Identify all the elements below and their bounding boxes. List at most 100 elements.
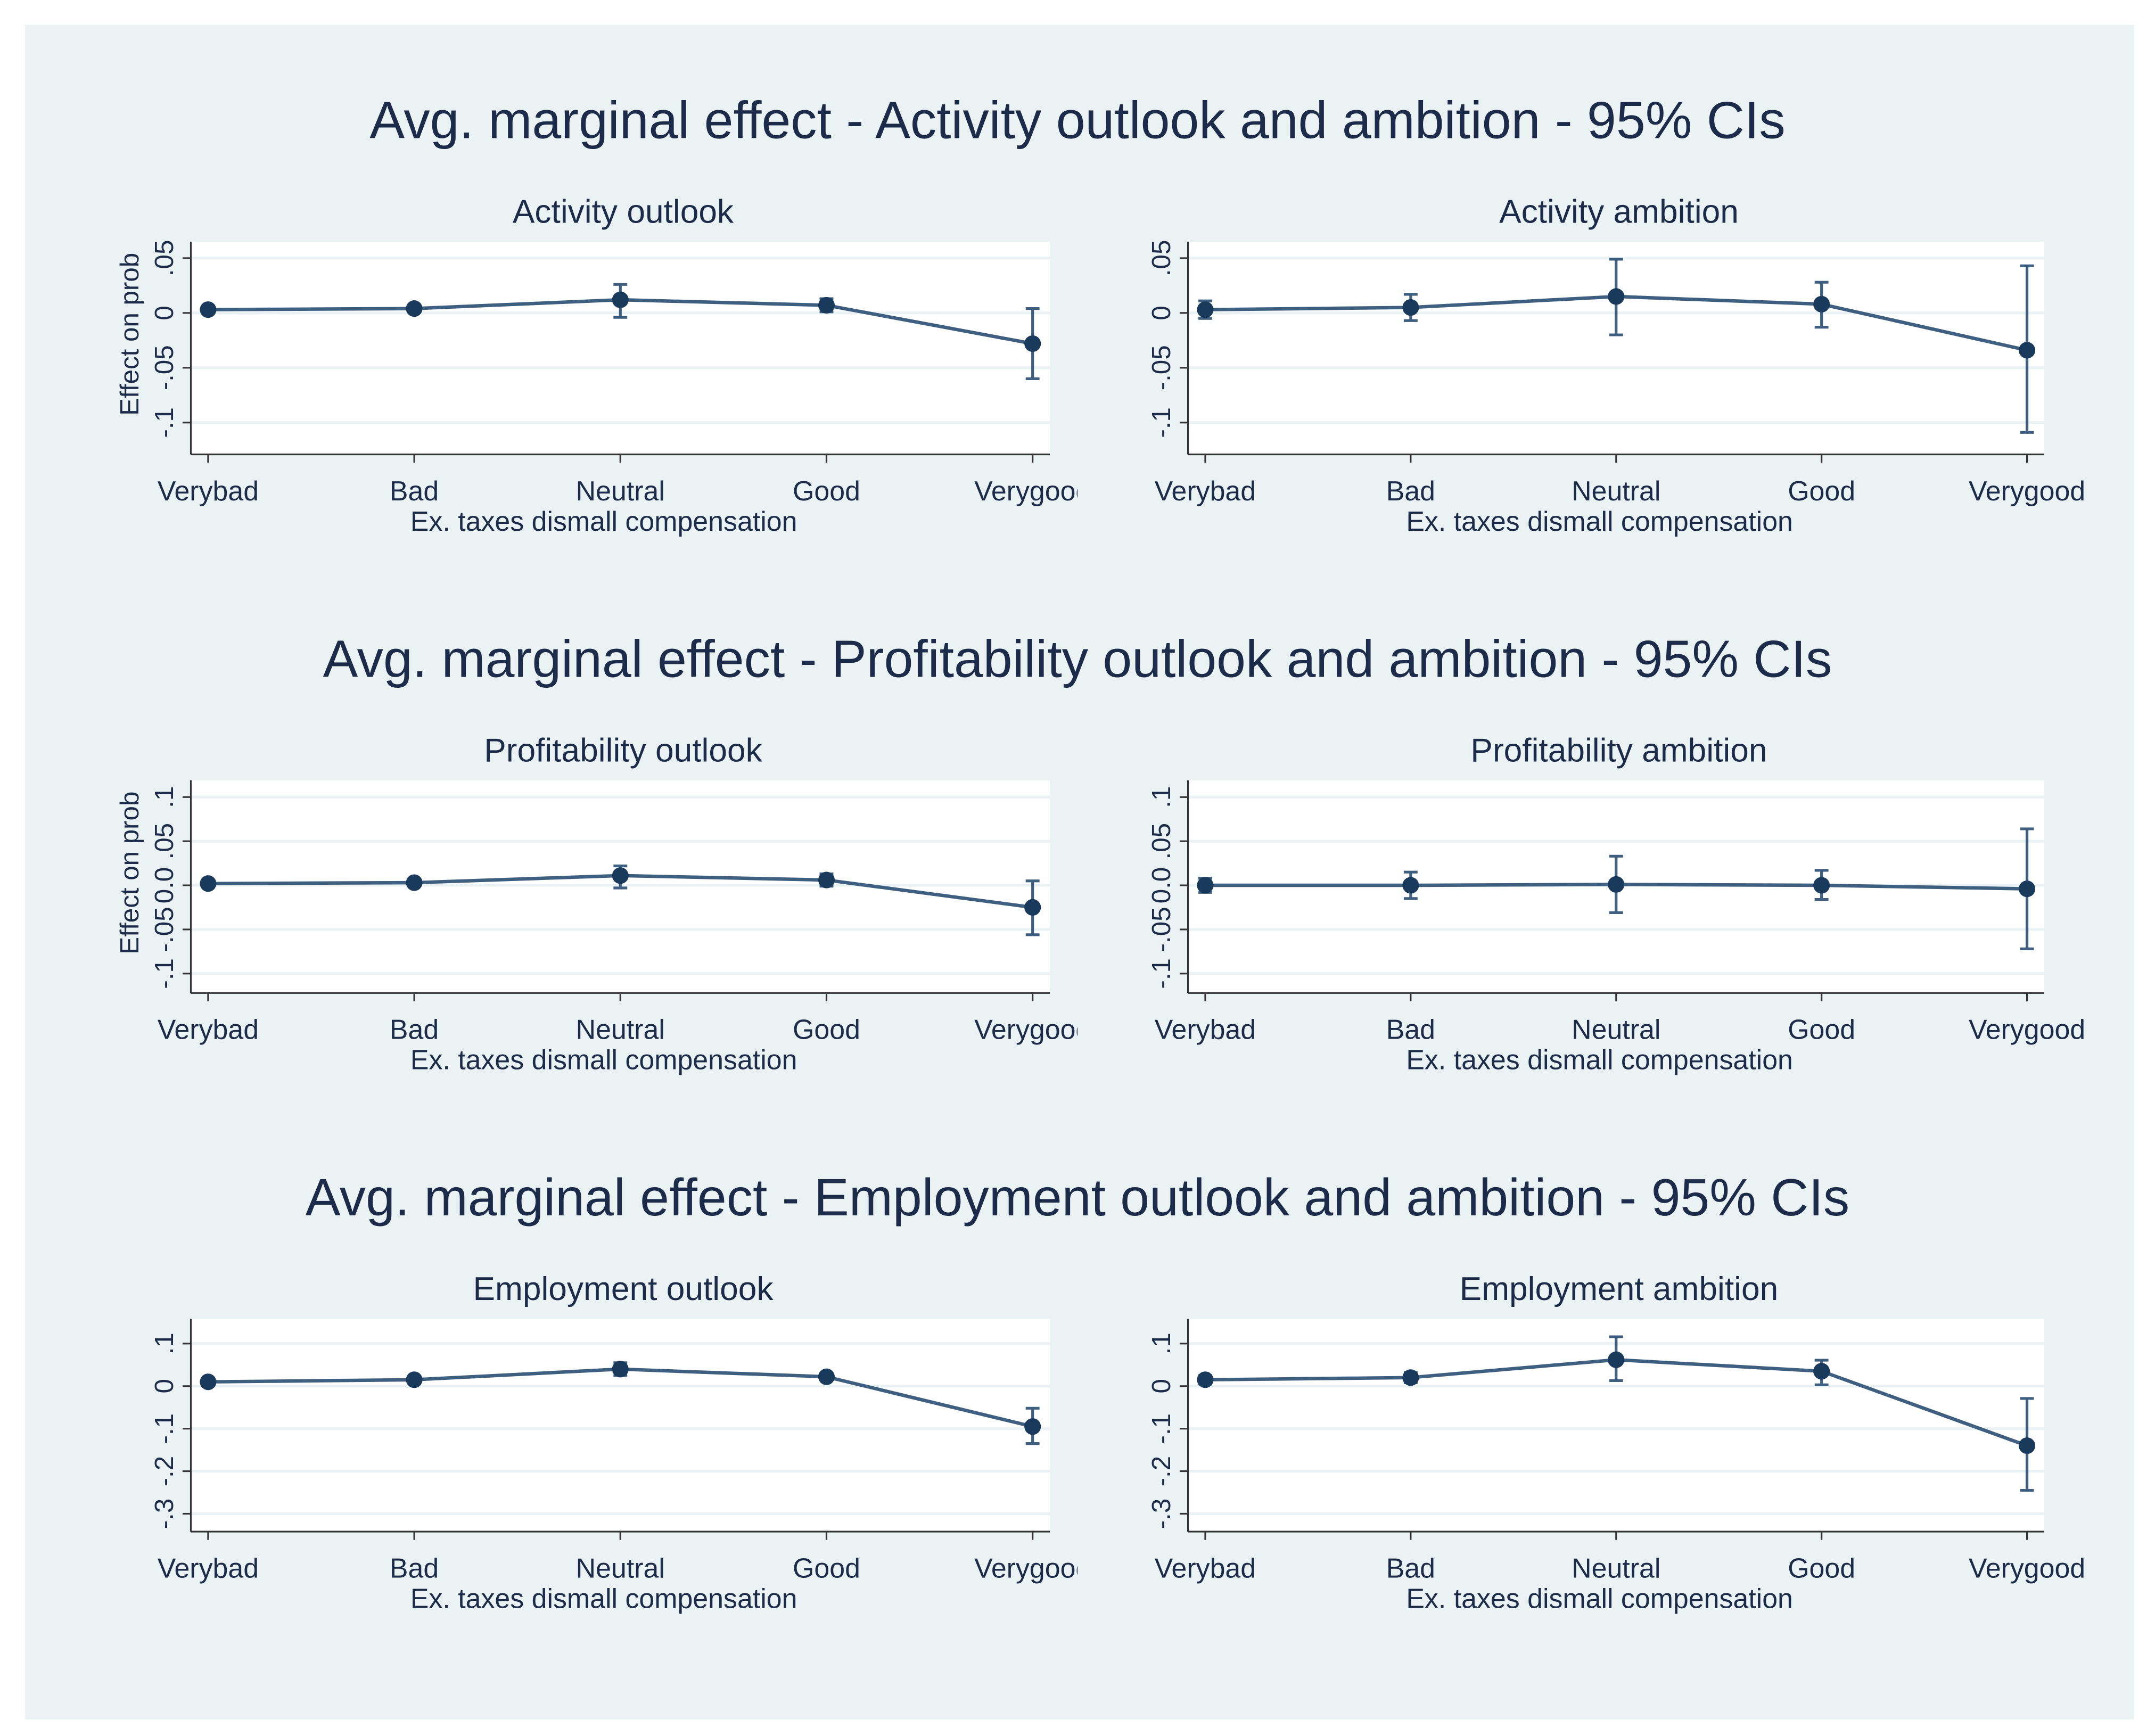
group-title: Avg. marginal effect - Profitability out… (323, 629, 1832, 688)
point (1024, 335, 1041, 352)
y-tick-label: -.2 (1147, 1456, 1176, 1487)
panel: Profitability ambition -.1 -.05 0.0 .05 .1 Ver… (1147, 732, 2085, 1075)
point (612, 1361, 629, 1378)
group-title: Avg. marginal effect - Employment outloo… (306, 1168, 1849, 1227)
x-tick-label: Verygood (1969, 1552, 2085, 1583)
x-axis-label: Ex. taxes dismall compensation (410, 1044, 797, 1075)
y-tick-label: -.1 (150, 958, 179, 989)
y-tick-label: -.2 (150, 1456, 179, 1487)
y-tick-label: .1 (150, 786, 179, 808)
point (612, 291, 629, 308)
point (612, 867, 629, 884)
y-tick-label: 0 (1147, 1379, 1176, 1393)
x-tick-label: Verybad (158, 1014, 259, 1045)
point (1402, 299, 1419, 316)
x-axis-label: Ex. taxes dismall compensation (1406, 1583, 1793, 1614)
y-tick-label: .05 (150, 240, 179, 277)
y-tick-label: 0 (150, 306, 179, 320)
x-axis-label: Ex. taxes dismall compensation (1406, 1044, 1793, 1075)
x-tick-label: Bad (390, 1552, 439, 1583)
panel-title: Activity ambition (1499, 194, 1739, 231)
y-tick-label: 0.0 (150, 867, 179, 904)
y-tick-label: -.1 (150, 1413, 179, 1444)
x-tick-label: Good (793, 475, 860, 506)
x-tick-label: Bad (1386, 1014, 1435, 1045)
point (200, 1373, 217, 1391)
x-tick-label: Bad (390, 1014, 439, 1045)
x-tick-label: Verygood (1969, 1014, 2085, 1045)
x-tick-label: Verybad (158, 475, 259, 506)
x-tick-label: Verybad (1155, 1014, 1256, 1045)
y-tick-label: -.05 (150, 907, 179, 952)
y-tick-label: .05 (1147, 823, 1176, 860)
x-tick-label: Neutral (1572, 1552, 1660, 1583)
x-tick-label: Neutral (576, 1014, 665, 1045)
y-tick-label: -.1 (1147, 407, 1176, 438)
panel-title: Employment outlook (473, 1271, 774, 1307)
x-tick-label: Good (793, 1014, 860, 1045)
x-tick-label: Verygood (974, 1014, 1091, 1045)
panel-title: Activity outlook (513, 194, 734, 231)
point (1608, 288, 1625, 305)
y-tick-label: .1 (1147, 786, 1176, 808)
panel: Profitability outlook -.1 -.05 0.0 .05 .1 Effe… (115, 732, 1091, 1075)
y-tick-label: -.1 (1147, 1413, 1176, 1444)
x-tick-label: Neutral (1572, 475, 1660, 506)
y-tick-label: .05 (1147, 240, 1176, 277)
y-tick-label: .1 (150, 1332, 179, 1354)
x-tick-label: Verygood (974, 475, 1091, 506)
x-tick-label: Neutral (576, 1552, 665, 1583)
point (406, 300, 423, 317)
y-tick-label: 0 (150, 1379, 179, 1393)
x-tick-label: Verybad (1155, 1552, 1256, 1583)
point (2018, 342, 2036, 359)
x-tick-label: Bad (390, 475, 439, 506)
y-tick-label: .1 (1147, 1332, 1176, 1354)
point (1197, 877, 1214, 894)
point (818, 297, 835, 314)
y-axis-label: Effect on prob (115, 253, 144, 416)
y-tick-label: -.05 (1147, 345, 1176, 390)
point (1813, 877, 1830, 894)
x-tick-label: Good (1788, 475, 1855, 506)
x-axis-label: Ex. taxes dismall compensation (410, 1583, 797, 1614)
y-tick-label: -.3 (1147, 1499, 1176, 1529)
x-tick-label: Good (1788, 1552, 1855, 1583)
y-tick-label: -.05 (150, 345, 179, 390)
y-axis-label: Effect on prob (115, 792, 144, 955)
point (1024, 899, 1041, 916)
point (1608, 876, 1625, 893)
point (2018, 881, 2036, 898)
point (1197, 1371, 1214, 1388)
x-tick-label: Neutral (1572, 1014, 1660, 1045)
plot-area (191, 1319, 1050, 1532)
x-axis-label: Ex. taxes dismall compensation (1406, 506, 1793, 537)
y-tick-label: -.05 (1147, 907, 1176, 952)
point (1024, 1418, 1041, 1435)
point (1402, 1369, 1419, 1386)
panel-title: Profitability outlook (484, 732, 762, 769)
point (200, 301, 217, 318)
y-tick-label: 0.0 (1147, 867, 1176, 904)
point (1402, 877, 1419, 894)
y-tick-label: -.1 (150, 407, 179, 438)
x-tick-label: Neutral (576, 475, 665, 506)
x-axis-label: Ex. taxes dismall compensation (410, 506, 797, 537)
y-tick-label: .05 (150, 823, 179, 860)
x-tick-label: Bad (1386, 475, 1435, 506)
panel: Activity ambition -.1 -.05 0 .05 Verybad Bad Ne… (1147, 194, 2085, 537)
y-tick-label: -.3 (150, 1499, 179, 1529)
panel: Employment outlook -.3 -.2 -.1 0 .1 Verybad Bad… (150, 1271, 1078, 1614)
y-tick-label: 0 (1147, 306, 1176, 320)
point (1813, 295, 1830, 312)
x-tick-label: Bad (1386, 1552, 1435, 1583)
point (406, 1371, 423, 1388)
x-tick-label: Verygood (1969, 475, 2085, 506)
x-tick-label: Good (793, 1552, 860, 1583)
point (406, 874, 423, 891)
point (1813, 1363, 1830, 1380)
point (1197, 301, 1214, 318)
